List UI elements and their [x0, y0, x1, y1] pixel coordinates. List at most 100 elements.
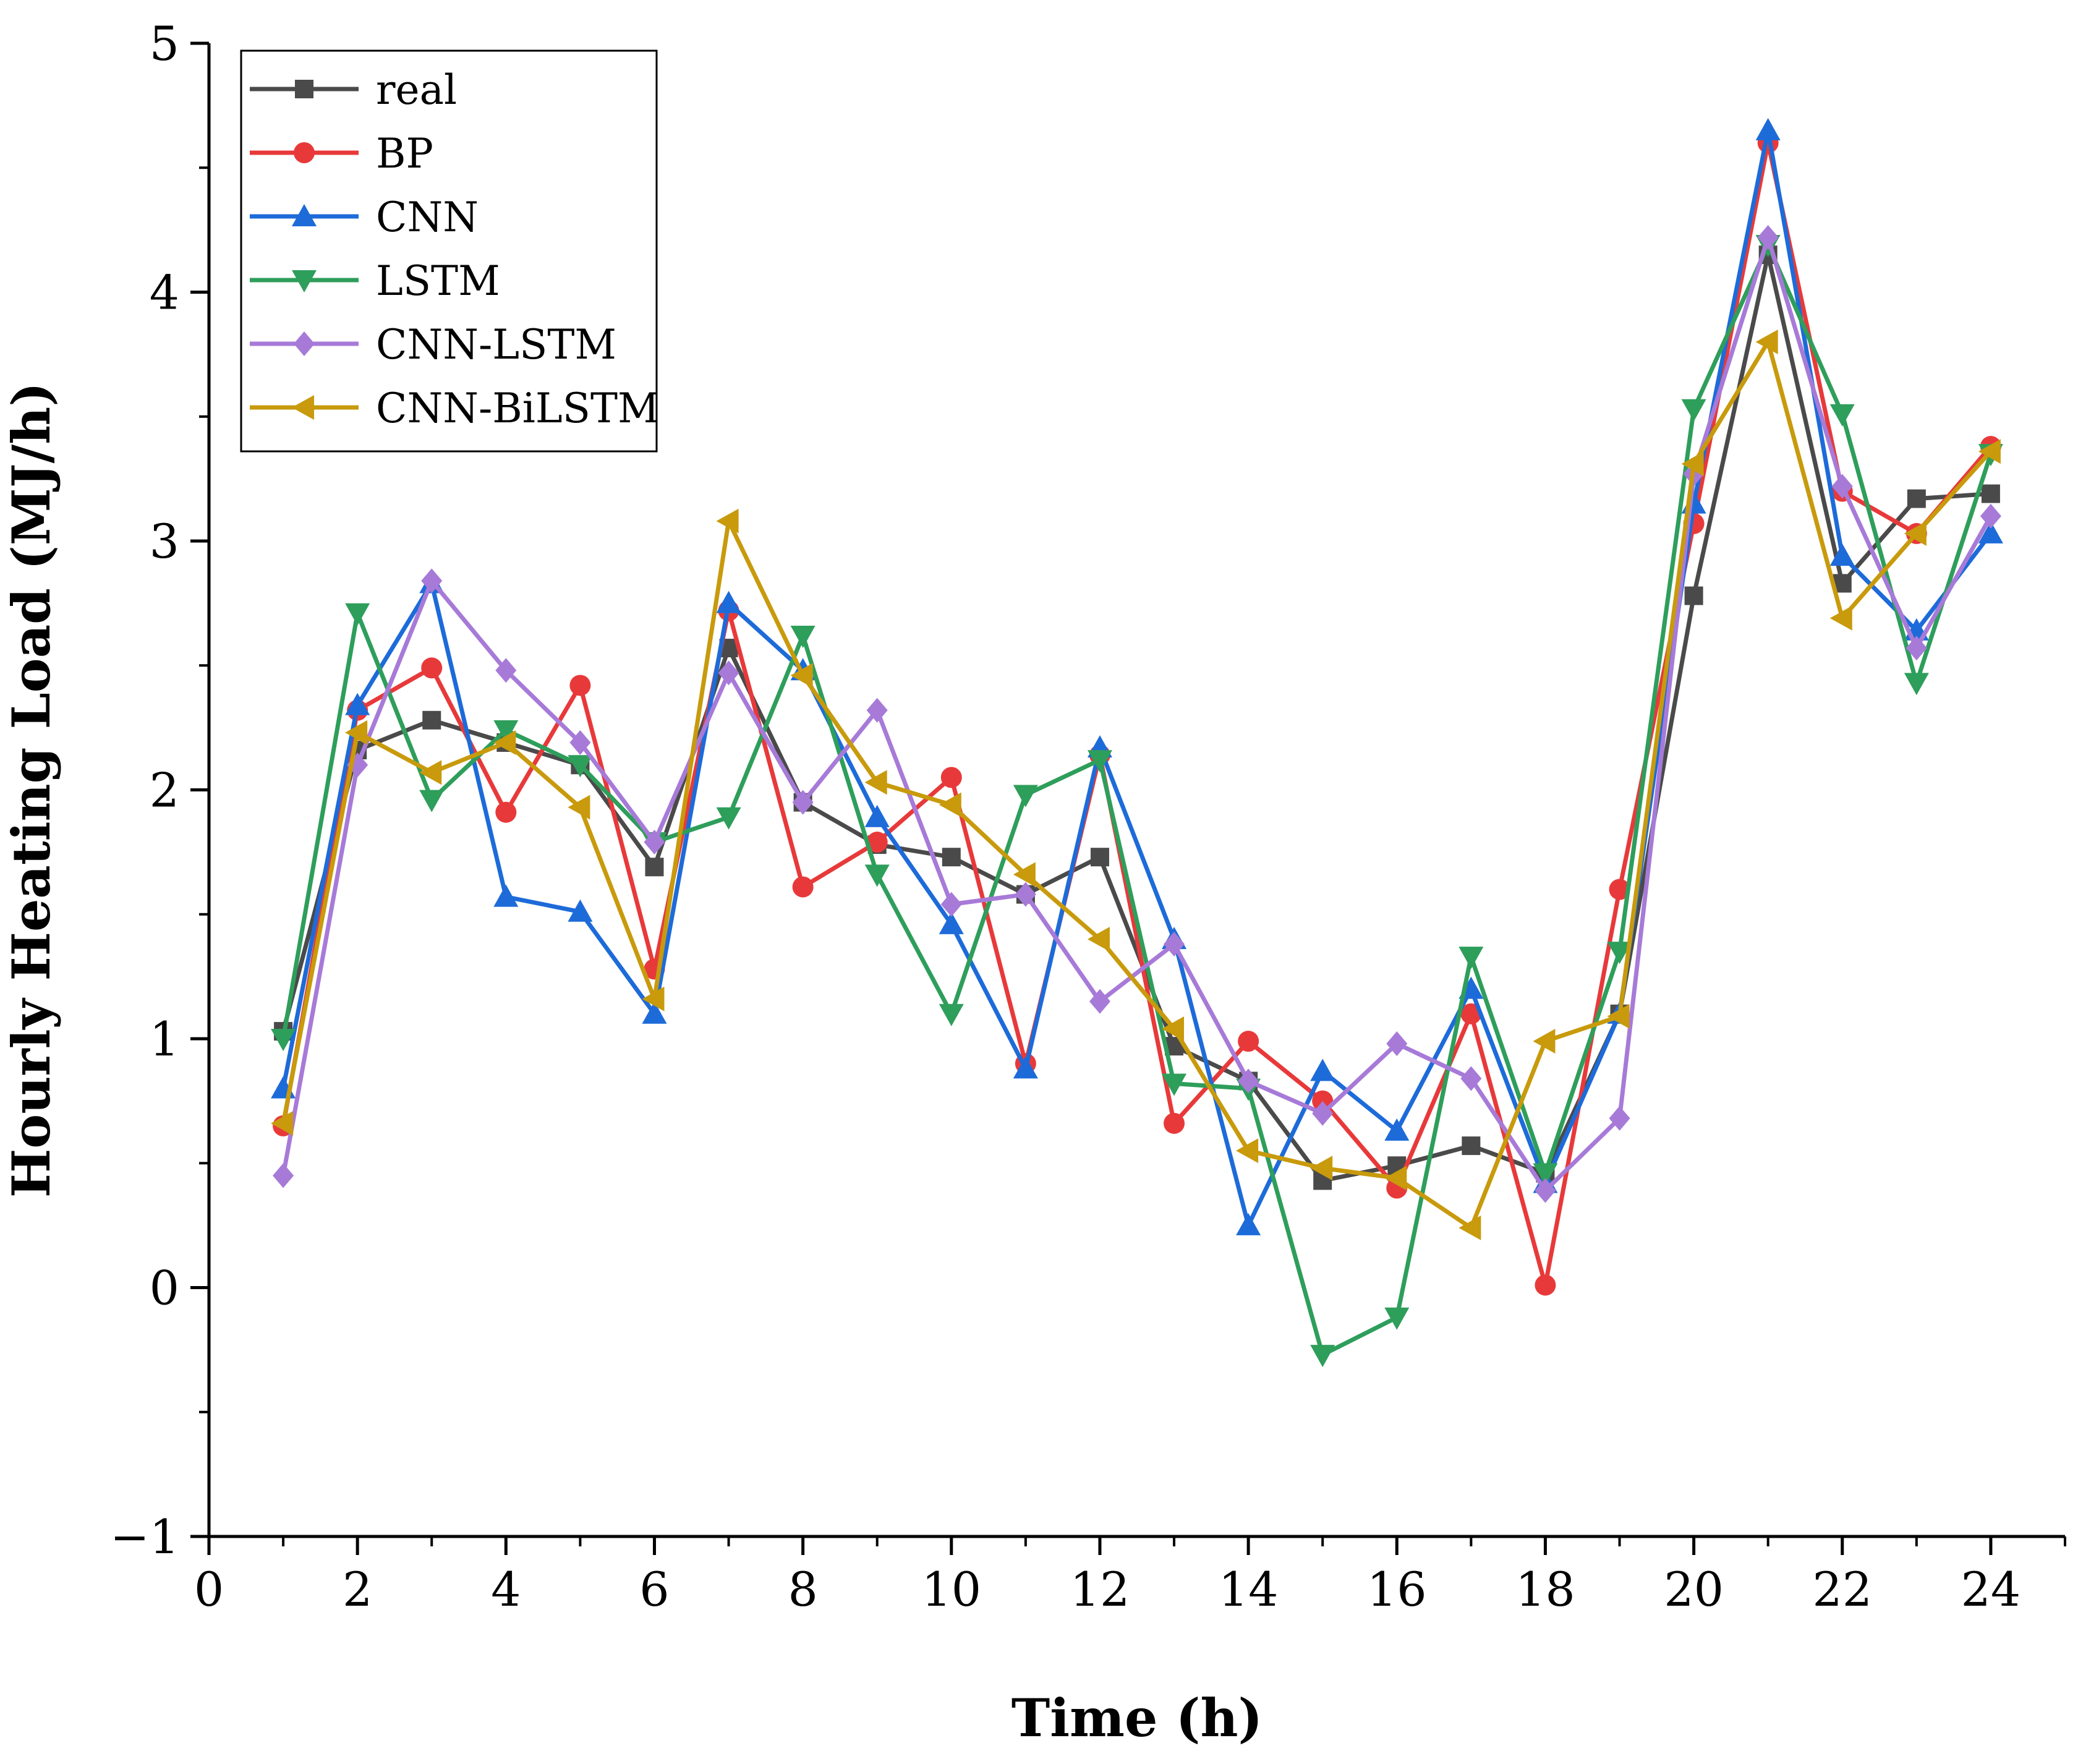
data-point-lstm	[345, 603, 370, 626]
data-point-cnn-bilstm	[716, 508, 739, 534]
data-point-cnn	[1755, 117, 1781, 140]
data-point-real	[422, 710, 441, 730]
data-point-lstm	[939, 1003, 964, 1026]
data-point-cnn-lstm	[569, 730, 591, 756]
y-tick-label: 3	[150, 514, 179, 569]
data-point-cnn-lstm	[421, 568, 443, 594]
legend-label: LSTM	[376, 257, 500, 305]
legend-label: CNN-LSTM	[376, 321, 616, 369]
data-point-cnn-lstm	[1164, 932, 1185, 957]
legend-label: real	[376, 66, 457, 114]
data-point-cnn-bilstm	[1904, 521, 1927, 546]
series-line-bp	[281, 140, 1993, 1287]
legend-swatch-marker	[294, 331, 315, 356]
data-point-bp	[569, 675, 591, 696]
data-point-cnn-bilstm	[1236, 1138, 1259, 1164]
x-tick-label: 2	[343, 1562, 372, 1617]
x-tick-label: 16	[1367, 1562, 1427, 1617]
data-point-cnn-bilstm	[1978, 439, 2001, 464]
data-point-cnn-lstm	[866, 697, 888, 723]
data-point-bp	[792, 876, 814, 898]
data-point-bp	[1238, 1031, 1259, 1052]
data-point-cnn	[1384, 1118, 1410, 1141]
legend-item-lstm: LSTM	[250, 257, 500, 305]
x-tick-label: 24	[1961, 1562, 2021, 1617]
legend-item-cnn: CNN	[250, 194, 479, 241]
data-point-lstm	[1904, 673, 1929, 696]
data-point-cnn	[1013, 1056, 1038, 1079]
data-point-cnn-bilstm	[790, 663, 813, 688]
legend-swatch-marker	[292, 270, 317, 292]
data-point-cnn-bilstm	[1087, 927, 1110, 952]
data-point-cnn-bilstm	[1681, 451, 1704, 477]
data-point-lstm	[568, 755, 593, 778]
legend-label: CNN-BiLSTM	[376, 385, 660, 432]
data-point-cnn	[939, 911, 964, 934]
legend-item-cnn-lstm: CNN-LSTM	[250, 321, 616, 369]
data-point-cnn-lstm	[1089, 989, 1110, 1014]
x-tick-label: 12	[1070, 1562, 1130, 1617]
data-point-lstm	[864, 864, 890, 887]
legend-swatch-marker	[292, 204, 317, 226]
data-point-cnn-lstm	[792, 790, 814, 815]
data-point-cnn-lstm	[1831, 474, 1853, 499]
data-point-cnn	[493, 884, 519, 907]
x-axis-title: Time (h)	[1011, 1687, 1263, 1749]
x-tick-label: 4	[491, 1562, 521, 1617]
legend: real BP CNN LSTM CNN-LSTM CNN-BiLSTM	[240, 49, 660, 453]
data-point-cnn-bilstm	[493, 730, 516, 756]
data-point-cnn-bilstm	[1013, 862, 1036, 887]
data-point-cnn	[1310, 1059, 1335, 1081]
legend-swatch-marker	[292, 395, 314, 420]
data-point-cnn-lstm	[1238, 1068, 1259, 1094]
data-point-cnn-bilstm	[345, 720, 368, 745]
y-tick-label: −1	[110, 1509, 179, 1564]
data-point-cnn-lstm	[940, 892, 962, 917]
data-point-cnn-lstm	[644, 830, 665, 855]
data-point-lstm	[1681, 399, 1706, 422]
legend-swatch-marker	[295, 80, 313, 98]
data-point-cnn-lstm	[1460, 1066, 1482, 1091]
data-point-real	[1090, 848, 1109, 867]
data-point-lstm	[1310, 1345, 1335, 1368]
data-point-cnn-lstm	[718, 660, 739, 686]
data-point-cnn-bilstm	[1829, 605, 1852, 631]
data-point-lstm	[1829, 404, 1855, 427]
data-point-cnn-lstm	[1535, 1178, 1556, 1203]
data-point-cnn-bilstm	[1755, 330, 1778, 354]
data-point-bp	[421, 657, 443, 679]
data-point-lstm	[716, 807, 741, 830]
y-tick-label: 5	[150, 16, 179, 71]
x-tick-label: 0	[194, 1562, 224, 1617]
series-line-cnn-bilstm	[281, 339, 1993, 1230]
data-point-cnn	[1978, 521, 2003, 543]
data-point-lstm	[1533, 1163, 1558, 1186]
legend-swatch-marker	[294, 142, 315, 163]
data-point-bp	[940, 767, 962, 788]
data-point-real	[1462, 1136, 1481, 1156]
legend-item-real: real	[250, 66, 457, 114]
data-point-cnn-bilstm	[568, 795, 590, 820]
data-point-cnn	[864, 804, 890, 827]
series-cnn-lstm	[273, 224, 2001, 1203]
x-tick-label: 10	[921, 1562, 981, 1617]
data-point-cnn-lstm	[1386, 1031, 1408, 1057]
y-tick-label: 2	[150, 763, 179, 818]
data-point-cnn-lstm	[495, 658, 517, 683]
series-line-lstm	[281, 242, 1993, 1357]
data-point-bp	[495, 801, 517, 823]
data-point-bp	[1609, 879, 1630, 900]
x-tick-label: 20	[1664, 1562, 1724, 1617]
data-point-cnn-lstm	[1906, 636, 1927, 661]
data-point-real	[942, 848, 961, 867]
legend-box	[240, 49, 658, 453]
x-tick-label: 18	[1515, 1562, 1575, 1617]
data-point-cnn-bilstm	[419, 760, 442, 785]
data-point-cnn	[345, 692, 370, 715]
data-point-lstm	[419, 790, 445, 812]
data-point-bp	[866, 832, 888, 853]
y-axis-title: Hourly Heating Load (MJ/h)	[1, 382, 62, 1198]
data-point-cnn-bilstm	[642, 986, 665, 1012]
